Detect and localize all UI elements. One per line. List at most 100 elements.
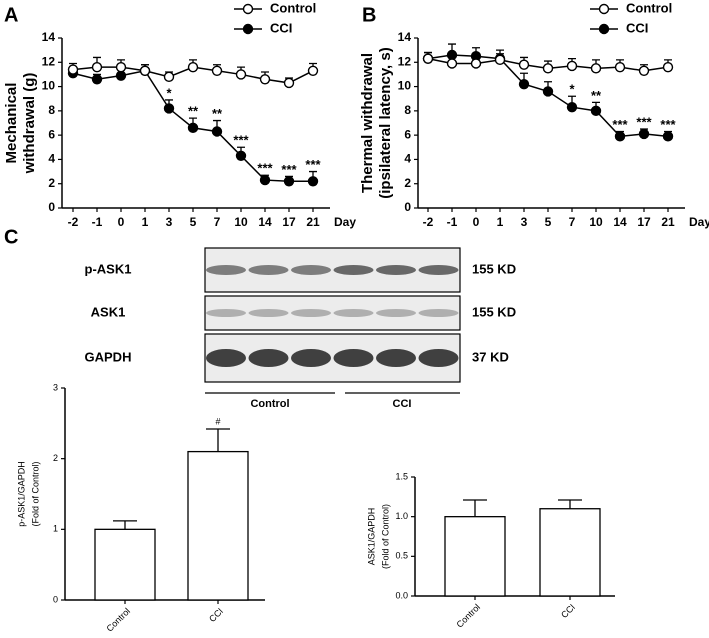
blot-band <box>418 349 459 367</box>
blot-band <box>376 265 416 275</box>
panel-label: A <box>4 4 18 26</box>
y-tick-label: 6 <box>404 127 411 141</box>
data-point <box>235 69 247 80</box>
y-tick-label: 8 <box>48 103 55 117</box>
data-point <box>518 59 530 70</box>
y-tick-label: 0.5 <box>395 551 408 561</box>
data-point <box>566 102 578 113</box>
y-tick-label: 0 <box>48 200 55 214</box>
data-point <box>470 58 482 69</box>
x-tick-label: 10 <box>589 215 603 229</box>
x-tick-label: 0 <box>118 215 125 229</box>
blot-frame <box>204 295 461 331</box>
significance-label: *** <box>660 117 676 132</box>
y-tick-label: 1.0 <box>395 511 408 521</box>
blot-band <box>248 309 289 317</box>
data-point <box>422 53 434 64</box>
significance-label: * <box>166 85 172 100</box>
y-tick-label: 12 <box>42 54 56 68</box>
x-tick-label: 17 <box>282 215 296 229</box>
legend-marker <box>598 3 610 15</box>
y-tick-label: 0 <box>53 594 58 604</box>
error-bar <box>206 428 230 452</box>
data-point <box>187 61 199 73</box>
x-tick-label: Control <box>455 602 483 630</box>
x-tick-label: 0 <box>473 215 480 229</box>
bar <box>444 516 506 597</box>
x-tick-label: 3 <box>521 215 528 229</box>
blot-band <box>291 265 331 275</box>
y-axis-label: withdrawal (g) <box>21 73 38 175</box>
x-tick-label: 1 <box>142 215 149 229</box>
data-point <box>662 61 674 73</box>
data-point <box>446 58 458 69</box>
blot-frame <box>204 247 461 293</box>
y-tick-label: 0 <box>404 200 411 214</box>
data-point <box>91 74 103 85</box>
significance-label: * <box>569 82 575 97</box>
blot-row-label: GAPDH <box>85 349 132 364</box>
data-point <box>115 61 127 73</box>
data-point <box>590 63 602 74</box>
data-point <box>542 86 554 97</box>
data-point <box>163 103 175 114</box>
x-tick-label: 3 <box>166 215 173 229</box>
data-point <box>307 176 319 187</box>
y-tick-label: 3 <box>53 382 58 392</box>
blot-band <box>376 309 416 317</box>
x-tick-label: -1 <box>92 215 103 229</box>
y-axis-label: ASK1/GAPDH <box>366 508 376 566</box>
y-axis-label: Mechanical <box>3 83 20 164</box>
data-point <box>211 126 223 137</box>
blot-band <box>291 349 331 367</box>
x-tick-label: 10 <box>234 215 248 229</box>
data-point <box>187 122 199 134</box>
y-tick-label: 12 <box>398 54 412 68</box>
blot-row-label: p-ASK1 <box>85 261 132 276</box>
y-tick-label: 10 <box>42 79 56 93</box>
x-tick-label: CCI <box>559 602 577 620</box>
data-point <box>494 54 506 66</box>
y-tick-label: 14 <box>42 30 56 44</box>
x-axis-label: Day <box>689 215 709 229</box>
legend-marker <box>242 23 254 35</box>
data-point <box>614 61 626 73</box>
x-tick-label: 7 <box>569 215 576 229</box>
blot-frame <box>204 333 461 383</box>
bar <box>187 450 249 601</box>
blot-band <box>333 349 374 367</box>
error-bar <box>558 499 582 509</box>
y-axis-label: (ipsilateral latency, s) <box>377 47 394 198</box>
significance-label: *** <box>233 133 249 148</box>
blot-size-label: 37 KD <box>472 349 509 364</box>
group-label: CCI <box>393 398 412 410</box>
x-tick-label: 5 <box>545 215 552 229</box>
y-tick-label: 10 <box>398 79 412 93</box>
x-tick-label: 21 <box>661 215 675 229</box>
y-tick-label: 2 <box>48 176 55 190</box>
blot-size-label: 155 KD <box>472 261 516 276</box>
x-tick-label: CCI <box>207 606 225 624</box>
data-point <box>259 74 271 85</box>
significance-label: *** <box>281 162 297 177</box>
bar <box>539 508 601 597</box>
blot-band <box>248 349 289 367</box>
data-point <box>115 70 127 81</box>
y-axis-label: Thermal withdrawal <box>359 53 376 193</box>
y-tick-label: 4 <box>48 152 55 166</box>
data-point <box>283 176 295 187</box>
error-bar <box>113 520 137 530</box>
blot-band <box>248 265 289 275</box>
y-tick-label: 1.5 <box>395 471 408 481</box>
significance-label: ** <box>212 106 223 121</box>
x-tick-label: 5 <box>190 215 197 229</box>
blot-band <box>418 265 459 275</box>
y-tick-label: 6 <box>48 127 55 141</box>
significance-label: *** <box>636 115 652 130</box>
y-tick-label: 4 <box>404 152 411 166</box>
data-point <box>542 63 554 74</box>
blot-band <box>333 309 374 317</box>
blot-band <box>291 309 331 317</box>
y-tick-label: 2 <box>404 176 411 190</box>
